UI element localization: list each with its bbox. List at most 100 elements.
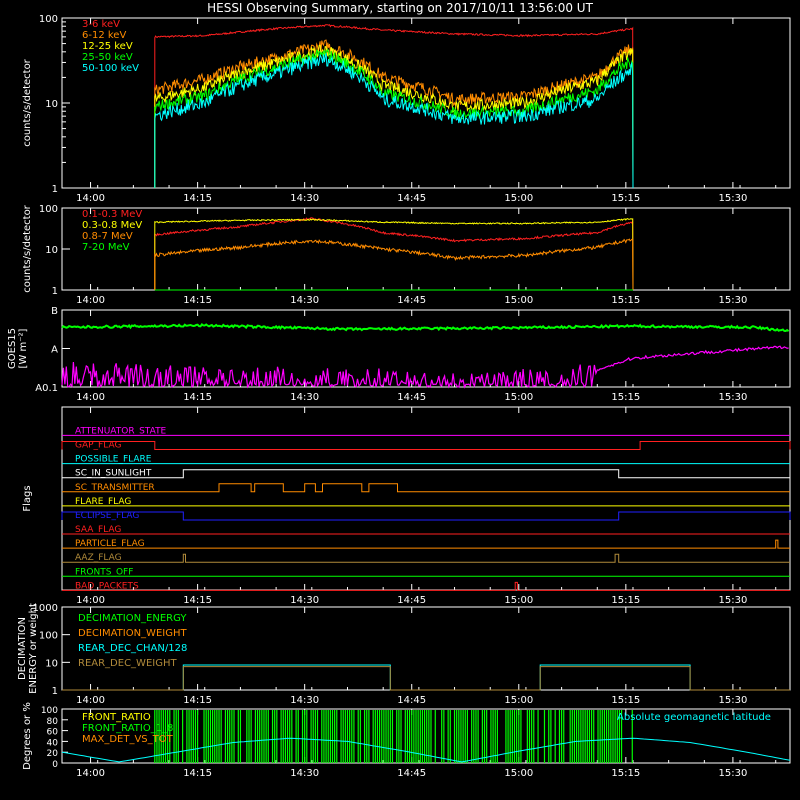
hi-legend-item: 0.8-7 MeV xyxy=(82,231,133,242)
flag-label: BAD_PACKETS xyxy=(75,581,139,591)
goes-ytick-label: B xyxy=(51,306,58,317)
flag-label: SC_TRANSMITTER xyxy=(75,483,155,493)
hi-series-2 xyxy=(154,238,634,291)
goes-xtick-label: 14:30 xyxy=(290,392,319,403)
dec-series-1 xyxy=(62,666,790,691)
flag-line-bad_packets xyxy=(62,581,790,591)
lo-series-3 xyxy=(154,48,634,189)
lo-legend-item: 25-50 keV xyxy=(82,52,133,63)
goes-ytick-label: A xyxy=(51,345,58,356)
flag-line-sc_transmitter xyxy=(62,483,790,493)
flag-label: POSSIBLE_FLARE xyxy=(75,455,152,465)
goes-xtick-label: 15:00 xyxy=(504,392,533,403)
dec-legend-item: DECIMATION_ENERGY xyxy=(78,613,187,624)
flag-label: PARTICLE_FLAG xyxy=(75,539,145,549)
dec-ytick-label: 1 xyxy=(52,686,58,697)
dec-legend-item: REAR_DEC_WEIGHT xyxy=(78,658,177,669)
flags-xtick-label: 15:00 xyxy=(504,595,533,606)
flag-line-aaz_flag xyxy=(62,553,790,563)
ratio-frame xyxy=(61,708,791,764)
hi_energy-frame xyxy=(61,207,791,291)
chart-title: HESSI Observing Summary, starting on 201… xyxy=(207,1,593,15)
hi-series-1 xyxy=(154,218,634,291)
hi-legend-item: 0.3-0.8 MeV xyxy=(82,220,142,231)
decimation-xtick-label: 14:45 xyxy=(397,695,426,706)
ratio-legend-item: FRONT_RATIO_1_8 xyxy=(82,723,173,734)
ratio-xtick-label: 15:15 xyxy=(611,768,640,779)
flags-xtick-label: 15:15 xyxy=(611,595,640,606)
flag-label: ATTENUATOR_STATE xyxy=(75,426,167,436)
goes-series-0 xyxy=(61,323,790,333)
decimation-ylabel: ENERGY or weight xyxy=(28,603,39,694)
dec-legend-item: REAR_DEC_CHAN/128 xyxy=(78,643,187,654)
flag-label: FLARE_FLAG xyxy=(75,497,131,507)
hi_energy-xtick-label: 14:45 xyxy=(397,295,426,306)
flag-label: AAZ_FLAG xyxy=(75,553,122,563)
goes-xtick-label: 14:15 xyxy=(183,392,212,403)
lo-ytick-label: 1 xyxy=(52,184,58,195)
lo_energy-xtick-label: 15:30 xyxy=(718,193,747,204)
lo-ytick-label: 100 xyxy=(39,14,58,25)
flag-label: GAP_FLAG xyxy=(75,441,121,451)
goes-xtick-label: 15:15 xyxy=(611,392,640,403)
hi_energy-xtick-label: 15:15 xyxy=(611,295,640,306)
decimation-xtick-label: 15:30 xyxy=(718,695,747,706)
lo-ytick-label: 10 xyxy=(45,99,58,110)
lo-legend-item: 12-25 keV xyxy=(82,41,133,52)
lo_energy-xtick-label: 15:15 xyxy=(611,193,640,204)
hi-legend-item: 7-20 MeV xyxy=(82,242,130,253)
lo_energy-xtick-label: 15:00 xyxy=(504,193,533,204)
lo-series-2 xyxy=(154,44,634,189)
lo-legend-item: 3-6 keV xyxy=(82,19,120,30)
hi_energy-ylabel: counts/s/detector xyxy=(22,204,33,292)
ratio-ytick-label: 40 xyxy=(47,738,59,748)
dec-ytick-label: 1000 xyxy=(33,603,58,614)
hi_energy-xtick-label: 15:30 xyxy=(718,295,747,306)
ratio-latitude-line xyxy=(61,737,791,763)
dec-ytick-label: 100 xyxy=(39,631,58,642)
ratio-ytick-label: 0 xyxy=(52,760,58,770)
flag-line-particle_flag xyxy=(62,539,790,549)
decimation-xtick-label: 14:00 xyxy=(76,695,105,706)
decimation-ylabel: DECIMATION xyxy=(17,617,28,680)
goes-series-1 xyxy=(61,345,789,389)
lo-legend-item: 6-12 keV xyxy=(82,30,126,41)
lo-series-1 xyxy=(154,39,634,189)
lo_energy-xtick-label: 14:30 xyxy=(290,193,319,204)
goes-ylabel: GOES15 xyxy=(7,328,18,369)
goes-xtick-label: 15:30 xyxy=(718,392,747,403)
goes-ytick-label: A0.1 xyxy=(35,383,58,394)
flags-xtick-label: 14:15 xyxy=(183,595,212,606)
ratio-ylabel: Degrees or % xyxy=(22,702,33,770)
ratio-ytick-label: 100 xyxy=(41,706,58,716)
flags-xtick-label: 15:30 xyxy=(718,595,747,606)
hi-legend-item: 0.1-0.3 MeV xyxy=(82,209,142,220)
goes-xtick-label: 14:45 xyxy=(397,392,426,403)
flags-xtick-label: 14:00 xyxy=(76,595,105,606)
flag-label: FRONTS_OFF xyxy=(75,567,133,577)
goes-xtick-label: 14:00 xyxy=(76,392,105,403)
hi_energy-xtick-label: 14:00 xyxy=(76,295,105,306)
ratio-legend-item: MAX_DET_VS_TOT xyxy=(82,734,174,745)
hi-ytick-label: 1 xyxy=(52,286,58,297)
flag-line-eclipse_flag xyxy=(61,511,791,521)
lo_energy-xtick-label: 14:15 xyxy=(183,193,212,204)
flag-label: SAA_FLAG xyxy=(75,525,121,535)
ratio-xtick-label: 14:45 xyxy=(397,768,426,779)
flag-line-sc_in_sunlight xyxy=(62,469,790,479)
hi_energy-xtick-label: 14:30 xyxy=(290,295,319,306)
ratio-ytick-label: 80 xyxy=(47,717,59,727)
goes-ylabel: [W m⁻²] xyxy=(18,328,29,368)
decimation-xtick-label: 14:15 xyxy=(183,695,212,706)
flag-line-gap_flag xyxy=(61,441,791,450)
decimation-xtick-label: 15:15 xyxy=(611,695,640,706)
ratio-xtick-label: 14:00 xyxy=(76,768,105,779)
ratio-xtick-label: 14:15 xyxy=(183,768,212,779)
ratio-right-label: Absolute geomagnetic latitude xyxy=(617,712,771,723)
ratio-legend-item: FRONT_RATIO xyxy=(82,712,151,723)
flag-label: SC_IN_SUNLIGHT xyxy=(75,469,152,479)
dec-legend-item: DECIMATION_WEIGHT xyxy=(78,628,187,639)
ratio-ytick-label: 20 xyxy=(47,749,59,759)
lo_energy-ylabel: counts/s/detector xyxy=(22,58,33,146)
ratio-xtick-label: 15:30 xyxy=(718,768,747,779)
